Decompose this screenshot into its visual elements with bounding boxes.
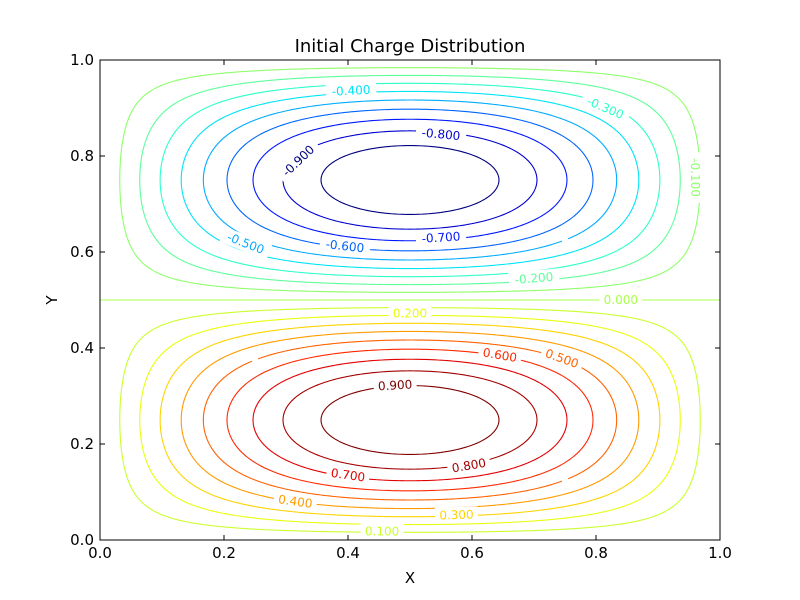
contour-label-background [538, 343, 585, 374]
axis-ticks: 0.0 0.2 0.4 0.6 0.8 1.0 0.0 0.2 0.4 0.6 0.8 1.0 [70, 51, 732, 562]
x-tick-label: 0.6 [460, 544, 484, 562]
contour-label-group: 0.200 [388, 305, 432, 322]
contour-lines [100, 67, 720, 533]
contour-label-background [360, 523, 404, 540]
contour-label: -0.700 [421, 229, 461, 245]
x-tick-label: 1.0 [708, 544, 732, 562]
contour-label-background [415, 227, 467, 248]
contour-line-neg0p9 [320, 145, 500, 215]
contour-label: -0.800 [421, 126, 461, 143]
contour-label-background [325, 464, 371, 487]
y-tick-label: 0.6 [70, 243, 94, 261]
contour-label-group: 0.300 [434, 506, 479, 524]
contour-label: 0.200 [393, 306, 427, 320]
contour-label: -0.400 [331, 83, 370, 99]
y-tick-label: 1.0 [70, 51, 94, 69]
contour-label-group: -0.900 [274, 137, 323, 184]
x-tick-label: 0.0 [88, 544, 112, 562]
contour-label-group: -0.400 [325, 81, 377, 100]
contour-label-background [578, 90, 632, 126]
chart-title: Initial Charge Distribution [295, 36, 526, 57]
contour-label-background [686, 152, 704, 203]
contour-label-background [599, 292, 643, 308]
contour-label: 0.100 [365, 524, 399, 538]
contour-label-background [434, 506, 479, 524]
contour-label: 0.600 [482, 345, 518, 364]
contour-label: -0.300 [585, 94, 626, 122]
contour-line-0p9 [320, 385, 500, 455]
y-tick-label: 0.0 [70, 531, 94, 549]
y-axis-label: Y [43, 295, 61, 306]
contour-label-background [477, 343, 523, 367]
contour-label-background [274, 137, 323, 184]
contour-label: -0.100 [688, 158, 702, 197]
x-tick-label: 0.4 [336, 544, 360, 562]
contour-label: 0.700 [330, 466, 366, 485]
contour-line-neg0p4 [180, 90, 640, 270]
contour-label-group: -0.200 [508, 268, 560, 289]
contour-line-0p6 [226, 348, 594, 492]
x-tick-label: 0.8 [584, 544, 608, 562]
contour-label-group: -0.500 [219, 226, 273, 261]
contour-label-group: 0.900 [373, 376, 418, 395]
contour-line-neg0p7 [252, 118, 568, 242]
contour-label-background [219, 226, 273, 261]
contour-label-group: 0.700 [325, 464, 371, 487]
contour-line-0p7 [252, 358, 568, 482]
y-tick-label: 0.8 [70, 147, 94, 165]
y-tick-label: 0.4 [70, 339, 94, 357]
contour-label-group: -0.100 [686, 152, 704, 203]
contour-label-group: -0.600 [318, 235, 371, 257]
contour-label: 0.400 [277, 492, 313, 511]
contour-line-0p1 [119, 307, 701, 533]
contour-label-group: 0.400 [272, 490, 318, 513]
contour-label: 0.000 [604, 293, 638, 307]
contour-label-background [446, 454, 492, 478]
x-tick-label: 0.2 [212, 544, 236, 562]
plot-frame [99, 59, 721, 541]
contour-label: 0.500 [543, 346, 580, 371]
contour-line-0p2 [139, 314, 681, 526]
contour-label-background [508, 268, 560, 289]
contour-label-group: 0.100 [360, 523, 404, 540]
contour-label: -0.900 [280, 142, 318, 179]
contour-label: 0.300 [439, 507, 474, 522]
contour-line-neg0p5 [202, 99, 618, 261]
contour-label: -0.600 [325, 237, 365, 255]
contour-label: 0.900 [378, 377, 413, 393]
contour-label: -0.500 [225, 230, 266, 257]
contour-label-background [272, 490, 318, 513]
contour-label: 0.800 [451, 456, 487, 476]
contour-label-group: 0.500 [538, 343, 585, 374]
contour-label-background [373, 376, 418, 395]
contour-label-background [388, 305, 432, 322]
contour-label-group: 0.600 [477, 343, 523, 367]
contour-label-group: -0.300 [578, 90, 632, 126]
contour-label-background [325, 81, 377, 100]
contour-label-group: -0.700 [415, 227, 467, 248]
contour-label-group: -0.800 [415, 124, 467, 145]
contour-label: -0.200 [514, 270, 554, 287]
contour-labels: -0.900 -0.800 -0.700 -0.600 -0.500 -0.400 -0.3… [219, 81, 704, 540]
contour-line-0p4 [180, 330, 640, 510]
x-axis-label: X [405, 569, 415, 587]
contour-label-group: 0.800 [446, 454, 492, 478]
contour-line-neg0p2 [139, 74, 681, 286]
contour-label-group: 0.000 [599, 292, 643, 308]
contour-line-neg0p1 [119, 67, 701, 293]
y-tick-label: 0.2 [70, 435, 94, 453]
contour-line-0p5 [202, 339, 618, 501]
contour-label-background [318, 235, 371, 257]
contour-label-background [415, 124, 467, 145]
